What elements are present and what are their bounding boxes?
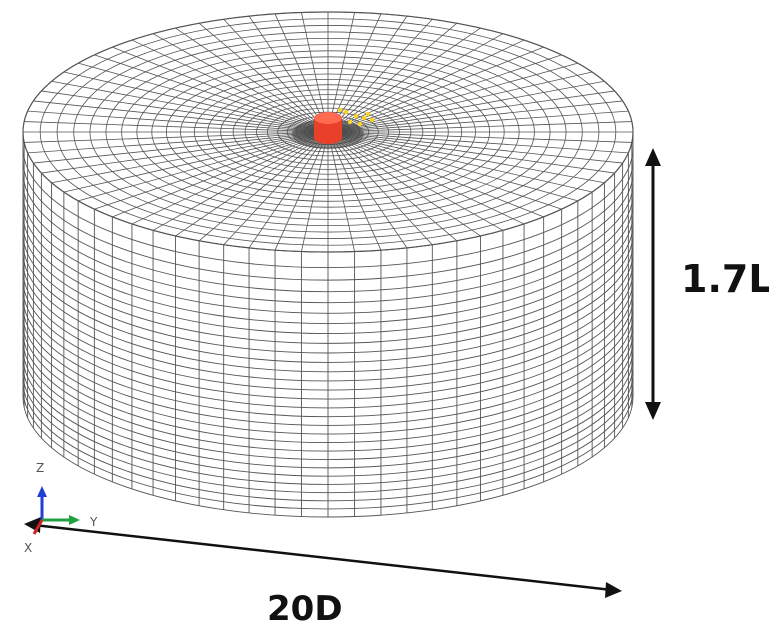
top-radial-line [175, 134, 325, 237]
top-radial-line [94, 133, 323, 210]
axis-y-label: Y [89, 515, 98, 529]
top-radial-line [333, 54, 562, 131]
top-radial-line [335, 132, 629, 154]
top-radial-line [33, 100, 321, 132]
axis-z-label: Z [36, 461, 44, 475]
top-radial-line [335, 131, 632, 143]
top-radial-line [335, 121, 632, 133]
pile-top [314, 112, 342, 124]
height-dimension: 1.7L [645, 148, 769, 420]
pile-highlight-mark [343, 109, 349, 115]
top-radial-line [51, 80, 322, 132]
pile-highlight-mark [353, 113, 359, 119]
top-radial-line [152, 33, 324, 130]
top-radial-line [301, 134, 328, 252]
pile-highlight-mark [357, 121, 363, 127]
top-radial-line [334, 133, 578, 202]
pile-highlight-mark [365, 111, 371, 117]
diameter-dimension-arrow [33, 523, 613, 592]
top-radial-line [51, 132, 322, 184]
top-radial-line [334, 80, 605, 132]
top-radial-line [63, 133, 322, 193]
top-radial-line [335, 132, 623, 164]
top-radial-line [301, 12, 328, 130]
top-radial-line [78, 62, 322, 131]
pile-highlight-mark [361, 115, 367, 121]
pile-highlight-mark [369, 117, 375, 123]
top-radial-line [332, 134, 504, 231]
top-radial-line [333, 133, 562, 210]
pile-highlight-mark [347, 119, 353, 125]
top-radial-line [334, 62, 578, 131]
top-radial-line [335, 90, 615, 132]
top-radial-line [27, 110, 321, 132]
top-radial-line [131, 133, 324, 225]
top-radial-line [334, 71, 593, 131]
top-radial-line [328, 12, 355, 130]
diameter-dimension: 20D [24, 517, 622, 629]
top-radial-line [223, 18, 326, 130]
top-radial-line [331, 134, 481, 237]
top-radial-line [329, 15, 408, 130]
top-radial-line [198, 134, 326, 242]
top-radial-line [329, 134, 408, 249]
top-radial-line [131, 39, 324, 131]
top-radial-line [41, 132, 321, 174]
top-radial-line [198, 22, 326, 130]
top-radial-line [33, 132, 321, 164]
top-radial-line [274, 134, 328, 251]
axis-triad: Z Y X [24, 461, 98, 555]
top-radial-line [335, 132, 615, 174]
height-arrowhead-top [645, 148, 661, 166]
cylinder-mesh [22, 11, 634, 518]
top-radial-line [332, 39, 525, 131]
top-radial-line [333, 133, 544, 218]
top-radial-line [332, 33, 504, 130]
top-radial-line [223, 134, 326, 246]
top-radial-line [41, 90, 321, 132]
top-radial-line [334, 132, 605, 184]
top-radial-line [328, 134, 382, 251]
diameter-arrowhead-right [605, 582, 622, 598]
top-radial-line [248, 15, 327, 130]
pile-highlight-mark [337, 107, 343, 113]
pile-body [314, 118, 342, 144]
top-radial-line [335, 110, 629, 132]
top-radial-line [24, 121, 321, 133]
top-radial-line [328, 134, 355, 252]
top-radial-line [274, 13, 328, 130]
top-radial-line [112, 133, 323, 218]
top-radial-line [78, 133, 322, 202]
top-radial-line [331, 27, 481, 130]
top-radial-line [27, 132, 321, 154]
top-radial-line [335, 100, 623, 132]
top-radial-line [330, 134, 458, 242]
axis-x-line [32, 519, 44, 535]
diameter-label: 20D [267, 589, 343, 629]
height-arrowhead-bottom [645, 402, 661, 420]
top-radial-line [332, 133, 525, 225]
top-radial-line [152, 134, 324, 231]
top-radial-line [330, 22, 458, 130]
top-radial-line [330, 134, 433, 246]
top-radial-line [175, 27, 325, 130]
height-label: 1.7L [681, 257, 769, 301]
axis-y-arrowhead [69, 515, 80, 525]
axis-z-arrowhead [37, 486, 47, 497]
top-radial-line [24, 131, 321, 143]
axis-x-label: X [24, 541, 32, 555]
top-radial-line [334, 133, 593, 193]
top-radial-line [94, 54, 323, 131]
top-radial-line [112, 46, 323, 131]
pile-group [314, 107, 375, 144]
top-radial-line [248, 134, 327, 249]
top-radial-line [63, 71, 322, 131]
